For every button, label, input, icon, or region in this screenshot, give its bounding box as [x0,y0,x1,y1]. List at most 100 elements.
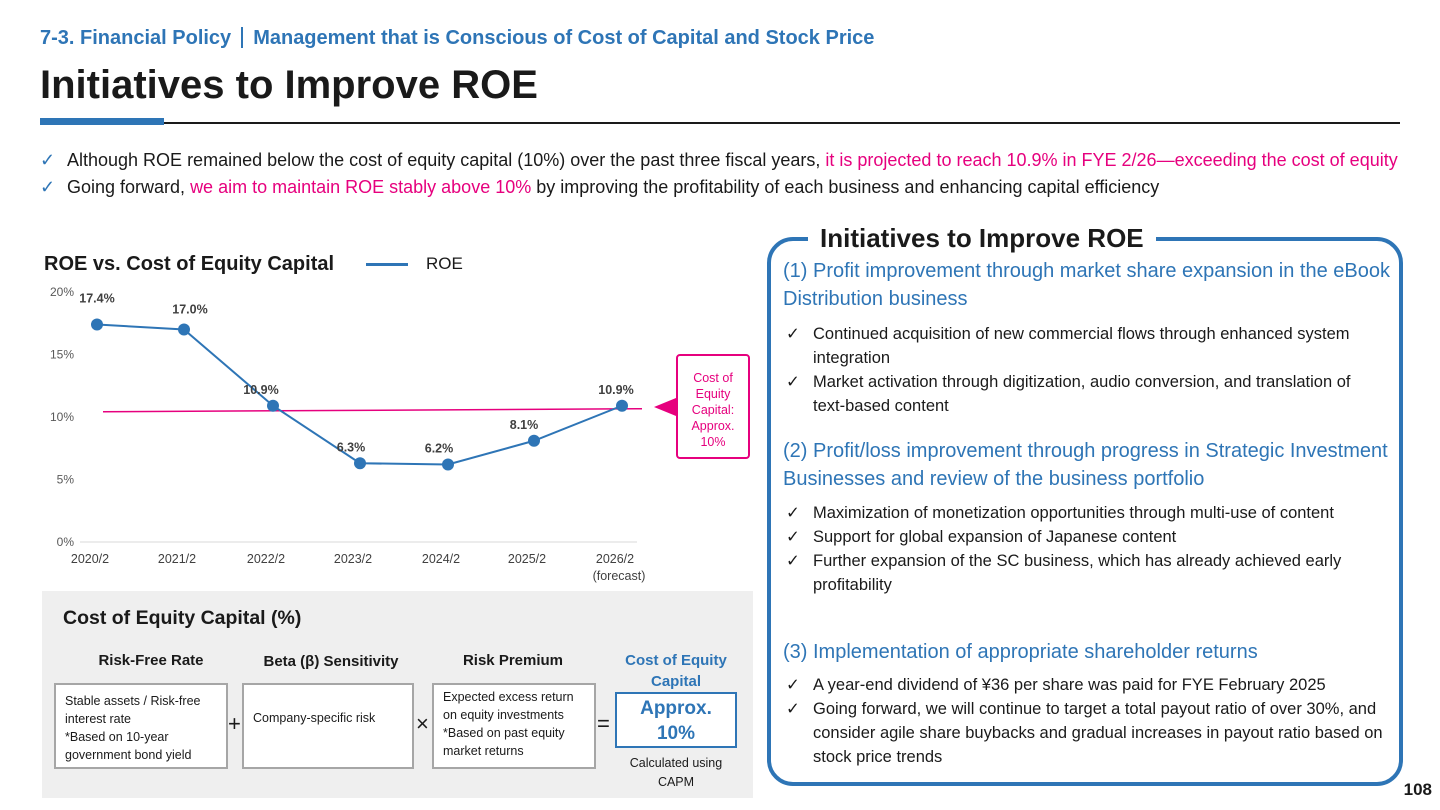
bullet-highlight: we aim to maintain ROE stably above 10% [190,176,532,197]
callout-line: 10% [700,435,726,449]
callout-line: Cost of [693,371,733,385]
result-line: Approx. [640,698,712,719]
roe-data-point [528,434,540,447]
list-item: ✓ A year-end dividend of ¥36 per share wa… [786,673,1386,697]
chart-title: ROE vs. Cost of Equity Capital [44,253,335,275]
check-icon: ✓ [786,504,800,522]
breadcrumb: 7-3. Financial Policy Management that is … [40,27,874,50]
list-item: ✓ Continued acquisition of new commercial… [786,322,1386,370]
roe-data-label: 17.4% [79,292,114,306]
bullet-text-after: by improving the profitability of each b… [531,176,1160,197]
x-tick-label: 2026/2 [596,552,634,566]
bullet-highlight: it is projected to reach 10.9% in FYE 2/… [825,150,1398,170]
times-operator: × [416,711,429,736]
item-text: Support for global expansion of Japanese… [813,528,1177,546]
risk-premium-heading: Risk Premium [462,652,564,669]
breadcrumb-topic: Management that is Conscious of Cost of … [253,27,875,49]
item-text: Going forward, we will continue to targe… [813,700,1383,766]
initiative-heading-3: (3) Implementation of appropriate shareh… [783,641,1258,663]
plus-operator: + [228,711,241,736]
initiative-list-3: ✓ A year-end dividend of ¥36 per share wa… [786,673,1386,769]
box-line: Expected excess return [443,690,574,704]
initiative-heading-1: (1) Profit improvement through market sh… [783,260,1390,310]
box-line: government bond yield [65,748,192,762]
callout-line: Capital: [691,403,735,417]
callout-line: Approx. [691,419,735,433]
cost-of-equity-callout: Cost of Equity Capital: Approx. 10% [676,354,750,459]
item-text: Market activation through digitization, … [813,373,1351,415]
roe-data-point [354,457,366,470]
check-icon: ✓ [40,176,56,197]
x-tick-label: 2024/2 [422,552,460,566]
check-icon: ✓ [786,373,800,391]
y-tick-label: 5% [57,473,75,487]
breadcrumb-section: 7-3. Financial Policy [40,27,232,49]
check-icon: ✓ [786,676,800,694]
capm-line: Calculated using [629,756,723,770]
chart-legend: ROE [366,254,463,274]
list-item: ✓ Going forward, we will continue to targ… [786,697,1386,769]
list-item: ✓ Maximization of monetization opportunit… [786,501,1386,525]
initiative-heading-2: (2) Profit/loss improvement through prog… [783,440,1388,490]
risk-premium-box: Expected excess return on equity investm… [432,683,596,769]
cost-of-equity-heading: Cost of Equity Capital [625,652,727,690]
roe-data-point [267,399,279,412]
box-line: *Based on past equity [443,726,565,740]
title-rule [40,122,1400,124]
title-accent-bar [40,118,164,125]
summary-bullet: ✓ Although ROE remained below the cost o… [40,147,1410,174]
box-line: Company-specific risk [253,711,376,725]
check-icon: ✓ [786,552,800,570]
beta-box: Company-specific risk [242,683,414,769]
cost-of-equity-result: Approx. 10% [615,692,737,748]
bullet-text: Although ROE remained below the cost of … [67,150,826,170]
item-text: Continued acquisition of new commercial … [813,325,1350,367]
page-number: 108 [1403,780,1432,799]
list-item: ✓ Support for global expansion of Japanes… [786,525,1386,549]
initiatives-title: Initiatives to Improve ROE [808,223,1156,254]
roe-data-point [442,458,454,471]
list-item: ✓ Market activation through digitization,… [786,370,1386,418]
check-icon: ✓ [40,150,56,170]
x-tick-label: 2020/2 [71,552,109,566]
roe-data-label: 10.9% [598,383,633,397]
x-tick-label: 2023/2 [334,552,372,566]
item-text: Maximization of monetization opportuniti… [813,504,1334,522]
initiative-list-1: ✓ Continued acquisition of new commercial… [786,322,1386,418]
item-text: Further expansion of the SC business, wh… [813,552,1342,594]
roe-data-point [91,318,103,331]
equals-operator: = [597,711,610,736]
bullet-text: Going forward, [67,176,191,197]
check-icon: ✓ [786,528,800,546]
legend-label: ROE [426,254,463,273]
y-tick-label: 20% [50,285,74,299]
summary-bullet: ✓ Going forward, we aim to maintain ROE … [40,174,1410,201]
x-tick-label: 2021/2 [158,552,196,566]
risk-free-rate-heading: Risk-Free Rate [98,652,204,669]
y-tick-label: 15% [50,348,74,362]
breadcrumb-separator [241,27,244,48]
capm-line: CAPM [657,775,695,789]
check-icon: ✓ [786,700,800,718]
roe-data-label: 10.9% [243,383,278,397]
y-tick-label: 10% [50,410,74,424]
roe-line-chart: 0% 5% 10% 15% 20% 2020/2 2021/2 2022/2 2023/2 202… [50,285,646,583]
box-line: Stable assets / Risk-free [65,694,201,708]
check-icon: ✓ [786,325,800,343]
cost-of-equity-formula-panel: Cost of Equity Capital (%) Risk-Free Rat… [42,591,753,798]
page-title: Initiatives to Improve ROE [40,63,538,107]
formula-title: Cost of Equity Capital (%) [63,607,302,629]
roe-data-label: 6.2% [425,442,454,456]
cost-of-equity-reference-line [102,408,643,413]
callout-line: Equity [695,387,731,401]
beta-heading: Beta (β) Sensitivity [263,653,399,670]
initiative-list-2: ✓ Maximization of monetization opportunit… [786,501,1386,597]
roe-data-label: 8.1% [510,418,539,432]
x-tick-label: 2022/2 [247,552,285,566]
roe-data-label: 6.3% [337,440,366,454]
roe-data-point [616,399,628,412]
result-value: 10% [656,723,696,744]
summary-bullets: ✓ Although ROE remained below the cost o… [40,147,1410,200]
y-tick-label: 0% [57,535,75,549]
x-tick-sublabel: (forecast) [593,569,646,583]
